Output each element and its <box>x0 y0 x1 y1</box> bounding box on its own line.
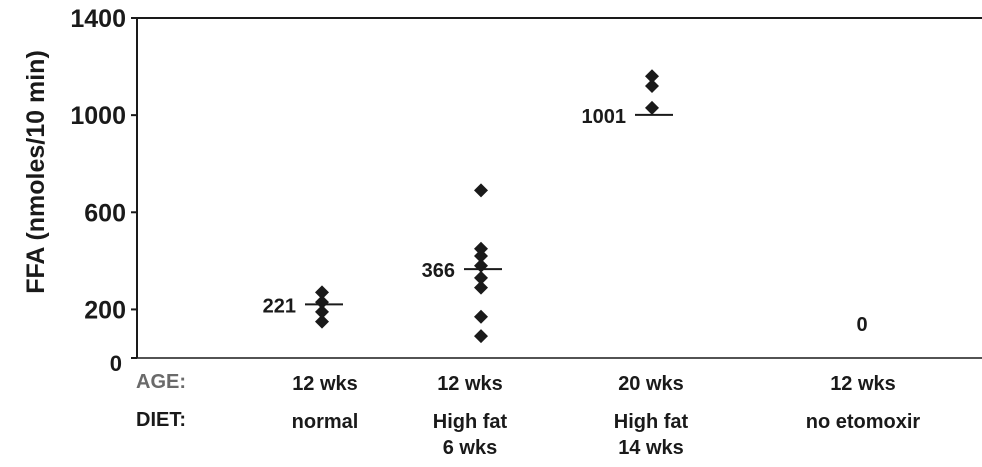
group-2-age: 12 wks <box>437 373 503 395</box>
point-group2-1 <box>474 329 488 344</box>
y-axis-title: FFA (nmoles/10 min) <box>22 50 50 294</box>
point-group2-3 <box>474 280 488 295</box>
mean-label-group1: 221 <box>263 295 296 317</box>
point-group1-3 <box>315 295 329 310</box>
group-label-3: 20 wks High fat 14 wks <box>571 371 731 461</box>
group-4-diet-line-1: no etomoxir <box>805 411 921 433</box>
axes: 0 200 600 1000 1400 FFA (nmoles/10 min) <box>22 5 982 376</box>
mean-labels: 221 366 1001 0 <box>263 106 868 336</box>
point-group2-8 <box>474 183 488 198</box>
group-label-4: 12 wks no etomoxir <box>783 371 943 435</box>
age-row-header: AGE: <box>136 371 186 393</box>
mean-label-group2: 366 <box>422 260 455 282</box>
group-label-1: 12 wks normal <box>245 371 405 435</box>
point-group3-1 <box>645 100 659 115</box>
group-2-diet-line-1: High fat <box>432 411 508 433</box>
point-group1-4 <box>315 285 329 300</box>
mean-label-group4: 0 <box>856 314 867 336</box>
point-group3-2 <box>645 79 659 93</box>
group-4-age: 12 wks <box>830 373 896 395</box>
point-group2-2 <box>474 309 488 324</box>
point-group1-2 <box>315 304 329 319</box>
point-group2-6 <box>474 249 488 263</box>
point-group2-7 <box>474 241 488 256</box>
y-tick-label-0: 0 <box>110 351 122 376</box>
group-label-2: 12 wks High fat 6 wks <box>390 371 550 461</box>
diet-row-header: DIET: <box>136 409 186 431</box>
group-1-age: 12 wks <box>292 373 358 395</box>
group-1-diet-line-1: normal <box>291 411 359 433</box>
data-marks <box>305 69 673 344</box>
point-group1-1 <box>315 314 329 329</box>
group-2-diet-line-2: 6 wks <box>442 437 498 459</box>
mean-label-group3: 1001 <box>582 106 627 128</box>
point-group3-3 <box>645 69 659 84</box>
y-tick-label-1400: 1400 <box>70 5 126 33</box>
y-tick-label-1000: 1000 <box>70 102 126 130</box>
point-group2-4 <box>474 270 488 285</box>
group-3-age: 20 wks <box>618 373 684 395</box>
group-3-diet-line-1: High fat <box>613 411 689 433</box>
y-tick-label-200: 200 <box>84 296 126 324</box>
group-3-diet-line-2: 14 wks <box>618 437 684 459</box>
y-tick-label-600: 600 <box>84 199 126 227</box>
